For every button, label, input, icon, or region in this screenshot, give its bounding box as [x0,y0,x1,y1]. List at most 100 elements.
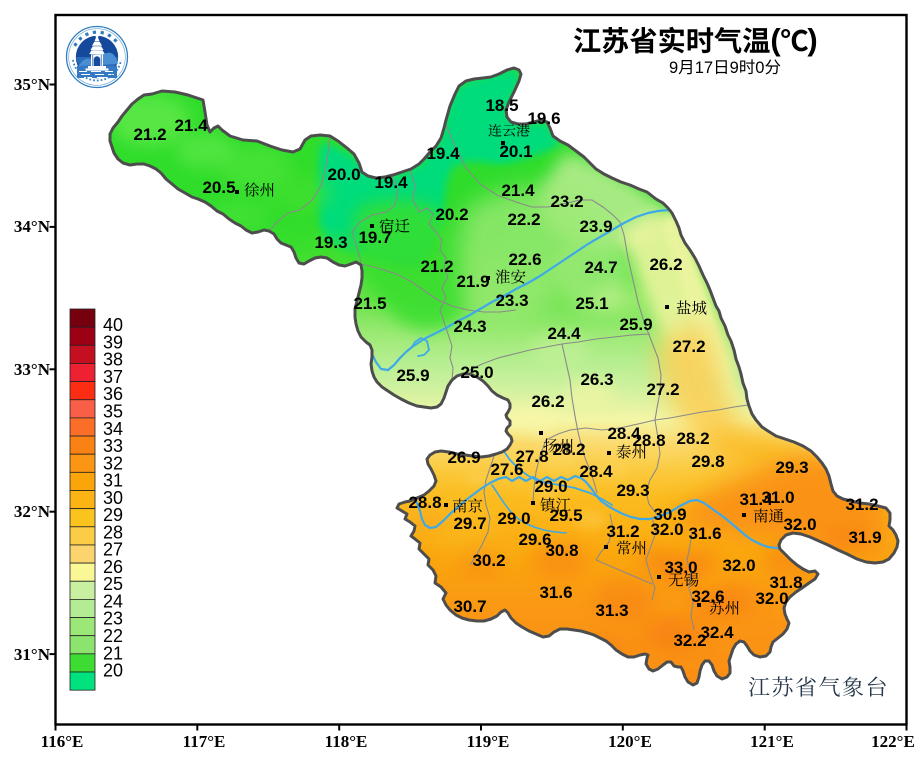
svg-text:34: 34 [103,419,123,439]
svg-text:24: 24 [103,592,123,612]
svg-text:(: ( [770,22,781,57]
svg-text:29.5: 29.5 [549,506,582,525]
svg-text:7: 7 [704,59,713,77]
svg-text:9: 9 [730,59,739,77]
svg-text:30.8: 30.8 [545,541,578,560]
svg-text:24.7: 24.7 [584,258,617,277]
svg-text:32.0: 32.0 [650,520,683,539]
svg-text:24.3: 24.3 [453,317,486,336]
svg-text:40: 40 [103,315,123,335]
svg-text:19.3: 19.3 [314,233,347,252]
svg-text:27: 27 [103,540,123,560]
svg-text:18.5: 18.5 [485,96,518,115]
svg-text:19.7: 19.7 [358,228,391,247]
svg-text:29.3: 29.3 [775,458,808,477]
svg-text:21.2: 21.2 [133,125,166,144]
svg-text:): ) [807,22,817,57]
svg-text:29.7: 29.7 [453,514,486,533]
svg-text:20.0: 20.0 [327,165,360,184]
svg-text:28.4: 28.4 [607,424,641,443]
svg-text:25: 25 [103,574,123,594]
svg-text:35°N: 35°N [14,75,51,94]
svg-text:31.6: 31.6 [539,583,572,602]
svg-text:38: 38 [103,350,123,370]
svg-text:26.2: 26.2 [649,255,682,274]
svg-text:28.2: 28.2 [676,429,709,448]
svg-text:21.9: 21.9 [456,272,489,291]
svg-text:37: 37 [103,367,123,387]
svg-text:22.2: 22.2 [507,210,540,229]
svg-text:32: 32 [103,453,123,473]
svg-text:22.6: 22.6 [508,250,541,269]
svg-text:21.4: 21.4 [174,116,208,135]
svg-text:21.2: 21.2 [420,257,453,276]
svg-text:21.4: 21.4 [501,181,535,200]
svg-text:31.6: 31.6 [688,524,721,543]
svg-text:32.0: 32.0 [783,515,816,534]
svg-text:31.3: 31.3 [595,601,628,620]
svg-text:32.0: 32.0 [755,589,788,608]
svg-text:31.4: 31.4 [739,490,773,509]
svg-text:0: 0 [755,59,764,77]
svg-text:36: 36 [103,384,123,404]
svg-text:39: 39 [103,332,123,352]
svg-text:21: 21 [103,643,123,663]
svg-text:31.0: 31.0 [761,488,794,507]
svg-text:21.5: 21.5 [353,294,386,313]
svg-text:117°E: 117°E [183,732,226,751]
svg-text:29.8: 29.8 [691,452,724,471]
svg-text:30.2: 30.2 [472,551,505,570]
svg-text:28.2: 28.2 [552,440,585,459]
svg-text:20: 20 [103,661,123,681]
svg-text:26.9: 26.9 [447,448,480,467]
svg-text:120°E: 120°E [608,732,652,751]
svg-text:28.8: 28.8 [632,431,665,450]
svg-text:26: 26 [103,557,123,577]
svg-text:28: 28 [103,522,123,542]
svg-text:24.4: 24.4 [547,324,581,343]
svg-text:122°E: 122°E [871,732,915,751]
svg-text:33: 33 [103,436,123,456]
svg-text:31: 31 [103,471,123,491]
svg-text:29.0: 29.0 [497,509,530,528]
svg-text:23.9: 23.9 [579,217,612,236]
svg-text:1: 1 [695,59,704,77]
svg-text:32.4: 32.4 [700,623,734,642]
svg-text:30.9: 30.9 [653,505,686,524]
svg-text:20.2: 20.2 [435,205,468,224]
svg-text:19.4: 19.4 [426,144,460,163]
svg-text:23.2: 23.2 [550,192,583,211]
svg-text:27.2: 27.2 [672,337,705,356]
svg-text:19.4: 19.4 [374,173,408,192]
svg-text:32.6: 32.6 [691,587,724,606]
svg-text:29.6: 29.6 [518,530,551,549]
svg-text:31.9: 31.9 [848,528,881,547]
svg-text:31.2: 31.2 [845,495,878,514]
svg-text:28.8: 28.8 [408,493,441,512]
svg-text:35: 35 [103,402,123,422]
svg-text:27.8: 27.8 [515,447,548,466]
svg-text:29.3: 29.3 [616,481,649,500]
svg-text:31.8: 31.8 [769,573,802,592]
svg-text:118°E: 118°E [325,732,368,751]
svg-text:31.2: 31.2 [606,522,639,541]
svg-text:34°N: 34°N [14,217,51,236]
svg-text:23: 23 [103,609,123,629]
svg-text:20.1: 20.1 [499,142,532,161]
svg-text:27.2: 27.2 [646,380,679,399]
svg-text:116°E: 116°E [41,732,84,751]
svg-text:25.9: 25.9 [396,366,429,385]
svg-text:29: 29 [103,505,123,525]
svg-text:32.0: 32.0 [722,556,755,575]
svg-text:23.3: 23.3 [495,291,528,310]
svg-text:19.6: 19.6 [527,109,560,128]
svg-text:25.1: 25.1 [575,294,608,313]
svg-text:32.2: 32.2 [673,631,706,650]
svg-text:29.0: 29.0 [534,477,567,496]
svg-text:28.4: 28.4 [579,462,613,481]
svg-text:27.6: 27.6 [490,460,523,479]
svg-text:30: 30 [103,488,123,508]
svg-text:30.7: 30.7 [453,597,486,616]
svg-text:22: 22 [103,626,123,646]
svg-text:9: 9 [669,59,678,77]
